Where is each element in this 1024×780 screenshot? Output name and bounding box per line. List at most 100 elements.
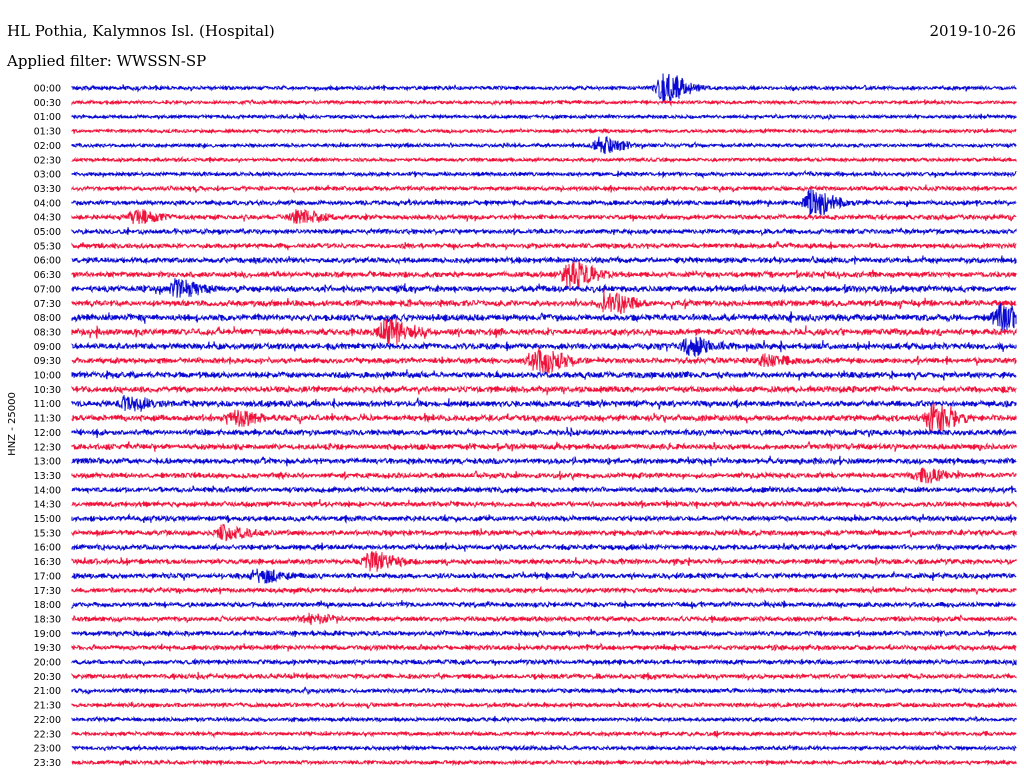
seismic-trace <box>71 612 1017 625</box>
seismic-trace <box>71 729 1017 739</box>
seismic-trace <box>71 568 1017 584</box>
date-label: 2019-10-26 <box>930 22 1016 40</box>
seismic-trace <box>71 227 1017 237</box>
seismic-trace <box>71 369 1017 381</box>
seismic-trace <box>71 136 1017 155</box>
row-time-label: 16:30 <box>34 557 61 568</box>
seismic-trace <box>71 184 1017 194</box>
row-time-label: 12:30 <box>34 442 61 453</box>
row-time-label: 03:30 <box>34 184 61 195</box>
row-time-label: 13:00 <box>34 457 61 468</box>
row-time-label: 05:00 <box>34 227 61 238</box>
row-time-label: 09:30 <box>34 356 61 367</box>
seismic-trace <box>71 288 1017 315</box>
row-time-label: 00:30 <box>34 98 61 109</box>
row-time-label: 11:30 <box>34 414 61 425</box>
seismic-trace <box>71 73 1017 104</box>
station-title: HL Pothia, Kalymnos Isl. (Hospital) <box>7 22 275 40</box>
seismic-trace <box>71 208 1017 225</box>
row-time-label: 10:00 <box>34 371 61 382</box>
seismic-trace <box>71 743 1017 752</box>
seismic-trace <box>71 98 1017 107</box>
row-time-label: 03:00 <box>34 170 61 181</box>
row-time-label: 21:00 <box>34 686 61 697</box>
seismic-trace <box>71 260 1017 289</box>
row-time-label: 02:30 <box>34 155 61 166</box>
row-time-label: 04:30 <box>34 213 61 224</box>
row-time-label: 05:30 <box>34 241 61 252</box>
seismic-trace <box>71 455 1017 467</box>
seismic-trace <box>71 758 1017 767</box>
seismic-trace <box>71 686 1017 695</box>
row-time-label: 14:30 <box>34 500 61 511</box>
row-time-label: 22:30 <box>34 729 61 740</box>
seismic-trace <box>71 317 1017 346</box>
row-time-label: 20:30 <box>34 672 61 683</box>
row-time-label: 23:00 <box>34 744 61 755</box>
seismic-trace <box>71 241 1017 252</box>
seismic-trace <box>71 628 1017 638</box>
seismic-trace <box>71 302 1017 333</box>
seismic-trace <box>71 336 1017 358</box>
trace-rows: 00:00 00:30 01:00 01:30 02:00 02:30 03:00 03:30… <box>34 73 1017 769</box>
row-time-label: 02:00 <box>34 141 61 152</box>
seismic-trace <box>71 542 1017 552</box>
row-time-label: 14:00 <box>34 485 61 496</box>
row-time-label: 18:00 <box>34 600 61 611</box>
seismic-trace <box>71 715 1017 724</box>
row-time-label: 09:00 <box>34 342 61 353</box>
row-time-label: 01:30 <box>34 127 61 138</box>
row-time-label: 07:00 <box>34 284 61 295</box>
row-time-label: 07:30 <box>34 299 61 310</box>
row-time-label: 16:00 <box>34 543 61 554</box>
seismic-trace <box>71 395 1017 412</box>
seismic-trace <box>71 467 1017 484</box>
seismic-trace <box>71 513 1017 525</box>
seismic-trace <box>71 127 1017 135</box>
seismic-trace <box>71 551 1017 572</box>
row-time-label: 15:00 <box>34 514 61 525</box>
row-time-label: 19:00 <box>34 629 61 640</box>
seismic-trace <box>71 402 1017 433</box>
seismic-trace <box>71 441 1017 452</box>
row-time-label: 08:00 <box>34 313 61 324</box>
seismic-trace <box>71 523 1017 542</box>
row-time-label: 04:00 <box>34 198 61 209</box>
row-time-label: 17:30 <box>34 586 61 597</box>
row-time-label: 06:30 <box>34 270 61 281</box>
row-time-label: 06:00 <box>34 256 61 267</box>
row-time-label: 00:00 <box>34 84 61 95</box>
row-time-label: 12:00 <box>34 428 61 439</box>
row-time-label: 01:00 <box>34 112 61 123</box>
seismic-trace <box>71 278 1017 298</box>
seismic-trace <box>71 498 1017 509</box>
row-time-label: 21:30 <box>34 701 61 712</box>
seismic-trace <box>71 599 1017 610</box>
seismic-trace <box>71 112 1017 121</box>
row-time-label: 11:00 <box>34 399 61 410</box>
seismic-trace <box>71 485 1017 495</box>
seismic-trace <box>71 700 1017 709</box>
seismic-trace <box>71 642 1017 653</box>
row-time-label: 18:30 <box>34 614 61 625</box>
row-time-label: 17:00 <box>34 571 61 582</box>
seismic-trace <box>71 586 1017 595</box>
seismic-trace <box>71 671 1017 681</box>
seismic-trace <box>71 384 1017 396</box>
channel-scale-label: HNZ - 25000 <box>7 392 18 456</box>
seismic-trace <box>71 426 1017 439</box>
seismic-trace <box>71 347 1017 374</box>
row-time-label: 08:30 <box>34 327 61 338</box>
row-time-label: 23:30 <box>34 758 61 769</box>
row-time-label: 19:30 <box>34 643 61 654</box>
seismic-trace <box>71 169 1017 180</box>
seismic-trace <box>71 189 1017 218</box>
row-time-label: 10:30 <box>34 385 61 396</box>
row-time-label: 20:00 <box>34 658 61 669</box>
filter-label: Applied filter: WWSSN-SP <box>6 52 206 70</box>
seismic-trace <box>71 155 1017 164</box>
seismic-trace <box>71 254 1017 265</box>
row-time-label: 15:30 <box>34 528 61 539</box>
row-time-label: 13:30 <box>34 471 61 482</box>
